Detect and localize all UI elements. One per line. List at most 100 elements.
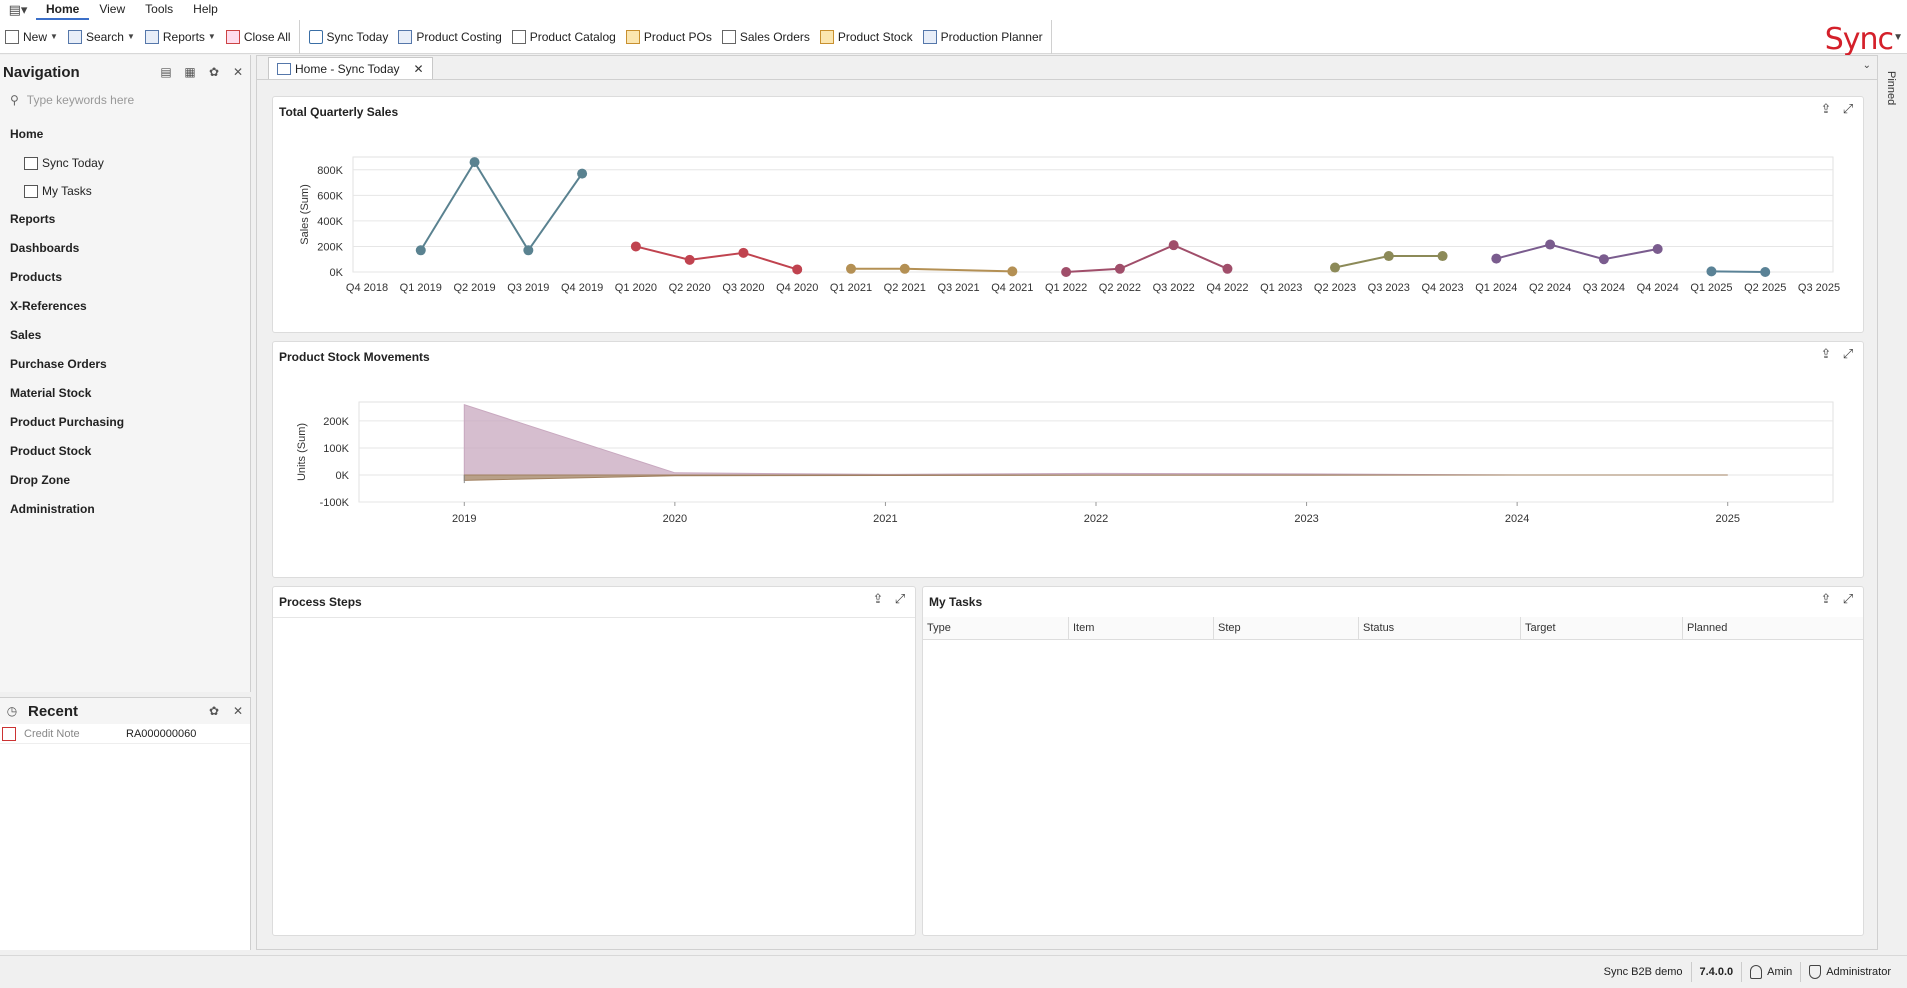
- y-tick-label: 400K: [317, 216, 343, 228]
- toolbar: New ▼ Search ▼ Reports ▼ Close All Sync …: [0, 19, 1907, 57]
- column-header-step[interactable]: Step: [1214, 617, 1359, 640]
- sales-card-title: Total Quarterly Sales: [279, 105, 399, 119]
- new-button-label: New: [23, 29, 48, 44]
- card-tools: ⇪ ⤢: [1819, 346, 1855, 361]
- sync-logo: Sync: [1824, 22, 1894, 57]
- sales-order-icon: [721, 29, 736, 44]
- stock-chart: -100K 0K 100K 200K Units (Sum) 2019 2020 2021 20…: [296, 401, 1834, 525]
- data-point: [1330, 262, 1340, 273]
- nav-item-purchase-orders[interactable]: Purchase Orders: [10, 357, 107, 371]
- menu-tab-home[interactable]: Home: [36, 0, 90, 20]
- role-indicator[interactable]: Administrator: [1800, 962, 1899, 982]
- data-point: [846, 263, 856, 274]
- product-stock-shortcut[interactable]: Product Stock: [815, 24, 918, 50]
- nav-item-home[interactable]: Home: [10, 127, 44, 141]
- nav-item-product-purchasing[interactable]: Product Purchasing: [10, 415, 125, 429]
- nav-item-reports[interactable]: Reports: [10, 212, 56, 226]
- tab-home-sync-today[interactable]: Home - Sync Today ✕: [268, 57, 433, 79]
- pinned-sidebar[interactable]: Pinned: [1879, 55, 1907, 950]
- reports-button[interactable]: Reports ▼: [140, 24, 221, 50]
- tree-icon[interactable]: ▦: [184, 65, 196, 79]
- task-icon: [24, 184, 38, 198]
- column-header-type[interactable]: Type: [923, 617, 1069, 640]
- toolbar-shortcuts-group: Sync Today Product Costing Product Catal…: [300, 19, 1052, 54]
- menu-tab-tools[interactable]: Tools: [145, 2, 174, 16]
- chevron-down-icon[interactable]: ⌄: [1862, 60, 1871, 71]
- x-tick-label: Q4 2024: [1637, 282, 1679, 294]
- close-icon[interactable]: ✕: [413, 61, 424, 76]
- menu-tab-view[interactable]: View: [99, 2, 126, 16]
- maximize-icon[interactable]: ⤢: [894, 591, 906, 606]
- close-all-icon: [225, 29, 240, 44]
- pin-icon[interactable]: ✿: [208, 704, 220, 718]
- process-steps-card: Process Steps ⇪ ⤢: [272, 586, 916, 936]
- nav-item-dashboards[interactable]: Dashboards: [10, 241, 80, 255]
- nav-item-products[interactable]: Products: [10, 270, 63, 284]
- nav-item-my-tasks[interactable]: My Tasks: [0, 177, 250, 205]
- data-point: [738, 247, 749, 258]
- column-header-status[interactable]: Status: [1359, 617, 1521, 640]
- card-tools: ⇪ ⤢: [871, 591, 907, 606]
- menu-tab-help[interactable]: Help: [193, 2, 218, 16]
- maximize-icon[interactable]: ⤢: [1842, 346, 1854, 361]
- history-icon: ◷: [6, 704, 18, 718]
- recent-row[interactable]: Credit Note RA000000060: [0, 724, 250, 744]
- data-point: [1598, 254, 1609, 265]
- chart-icon: [24, 156, 38, 170]
- series-area: [463, 474, 1728, 481]
- navigation-pane: Navigation ▤ ▦ ✿ ✕ ⚲ Type keywords here …: [0, 55, 251, 692]
- maximize-icon[interactable]: ⤢: [1842, 591, 1854, 606]
- x-tick-label: Q1 2025: [1690, 282, 1732, 294]
- maximize-icon[interactable]: ⤢: [1842, 101, 1854, 116]
- nav-item-x-references[interactable]: X-References: [10, 299, 87, 313]
- export-icon[interactable]: ⇪: [1820, 101, 1832, 116]
- product-catalog-shortcut[interactable]: Product Catalog: [507, 24, 621, 50]
- nav-item-drop-zone[interactable]: Drop Zone: [10, 473, 70, 487]
- layout-icon[interactable]: ▤: [160, 65, 172, 79]
- shortcut-label: Product POs: [643, 29, 712, 44]
- new-button[interactable]: New ▼: [0, 24, 63, 50]
- column-header-planned[interactable]: Planned: [1687, 622, 1728, 634]
- close-icon[interactable]: ✕: [232, 704, 244, 718]
- export-icon[interactable]: ⇪: [1820, 591, 1832, 606]
- sync-today-shortcut[interactable]: Sync Today: [304, 24, 394, 50]
- recent-pane: ◷ Recent ✿ ✕ Credit Note RA000000060: [0, 697, 251, 950]
- role-name: Administrator: [1826, 966, 1891, 978]
- series-line: [1066, 244, 1228, 273]
- my-tasks-title: My Tasks: [929, 595, 983, 609]
- nav-item-sales[interactable]: Sales: [10, 328, 42, 342]
- company-name: Sync B2B demo: [1603, 966, 1683, 978]
- close-all-button[interactable]: Close All: [221, 24, 296, 50]
- process-steps-title: Process Steps: [279, 595, 362, 609]
- app-menu-icon[interactable]: ▤▾: [8, 2, 28, 17]
- data-point: [1491, 253, 1502, 264]
- navigation-search[interactable]: ⚲ Type keywords here: [6, 89, 244, 111]
- close-icon[interactable]: ✕: [232, 65, 244, 79]
- product-costing-shortcut[interactable]: Product Costing: [393, 24, 506, 50]
- nav-item-administration[interactable]: Administration: [10, 502, 95, 516]
- nav-item-sync-today[interactable]: Sync Today: [0, 149, 250, 177]
- x-tick-label: Q2 2021: [884, 282, 926, 294]
- column-header-item[interactable]: Item: [1069, 617, 1214, 640]
- product-pos-shortcut[interactable]: Product POs: [621, 24, 717, 50]
- shortcut-label: Sales Orders: [739, 29, 810, 44]
- nav-item-product-stock[interactable]: Product Stock: [10, 444, 92, 458]
- chevron-down-icon: ▼: [50, 32, 58, 41]
- nav-item-material-stock[interactable]: Material Stock: [10, 386, 92, 400]
- binoculars-icon: [67, 29, 82, 44]
- data-point: [1168, 240, 1179, 251]
- export-icon[interactable]: ⇪: [1820, 346, 1832, 361]
- sales-orders-shortcut[interactable]: Sales Orders: [717, 24, 815, 50]
- chevron-down-icon[interactable]: ▼: [1893, 32, 1903, 43]
- column-header-target[interactable]: Target: [1521, 617, 1683, 640]
- y-tick-label: 200K: [317, 241, 343, 253]
- x-tick-label: Q2 2022: [1099, 282, 1141, 294]
- export-icon[interactable]: ⇪: [872, 591, 884, 606]
- navigation-header: Navigation ▤ ▦ ✿ ✕: [0, 55, 250, 89]
- document-tabstrip: Home - Sync Today ✕: [257, 56, 1877, 80]
- search-button[interactable]: Search ▼: [63, 24, 140, 50]
- user-indicator[interactable]: Amin: [1741, 962, 1800, 982]
- pin-icon[interactable]: ✿: [208, 65, 220, 79]
- production-planner-shortcut[interactable]: Production Planner: [918, 24, 1048, 50]
- data-point: [899, 263, 910, 274]
